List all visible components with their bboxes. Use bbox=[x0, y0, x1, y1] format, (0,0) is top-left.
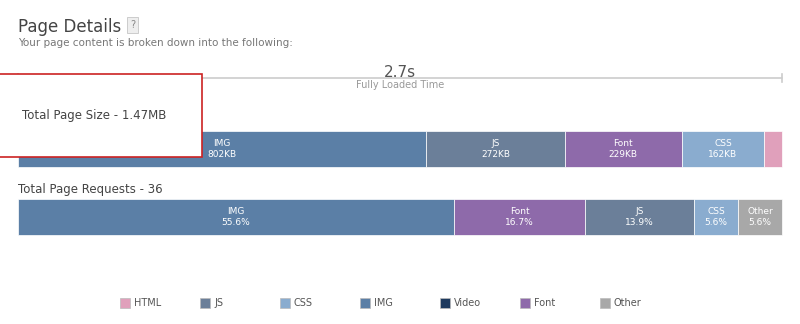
Text: Font
229KB: Font 229KB bbox=[609, 139, 638, 159]
Text: CSS
162KB: CSS 162KB bbox=[708, 139, 738, 159]
Bar bbox=[682, 131, 764, 167]
Text: Font
16.7%: Font 16.7% bbox=[506, 207, 534, 227]
Text: Page Details: Page Details bbox=[18, 18, 122, 36]
Text: IMG: IMG bbox=[374, 298, 393, 308]
Bar bbox=[200, 298, 210, 308]
Bar bbox=[280, 298, 290, 308]
Bar bbox=[764, 131, 782, 167]
Text: JS: JS bbox=[214, 298, 223, 308]
Text: Font: Font bbox=[534, 298, 555, 308]
Bar bbox=[738, 199, 782, 235]
Text: IMG
55.6%: IMG 55.6% bbox=[222, 207, 250, 227]
Text: HTML: HTML bbox=[134, 298, 162, 308]
Bar bbox=[585, 199, 694, 235]
Bar bbox=[565, 131, 682, 167]
Text: CSS: CSS bbox=[294, 298, 313, 308]
Bar bbox=[426, 131, 565, 167]
Text: Total Page Requests - 36: Total Page Requests - 36 bbox=[18, 183, 162, 196]
Text: Your page content is broken down into the following:: Your page content is broken down into th… bbox=[18, 38, 293, 48]
Text: JS
272KB: JS 272KB bbox=[482, 139, 510, 159]
Text: CSS
5.6%: CSS 5.6% bbox=[705, 207, 728, 227]
Bar bbox=[360, 298, 370, 308]
Text: Other: Other bbox=[614, 298, 642, 308]
Text: Fully Loaded Time: Fully Loaded Time bbox=[356, 80, 444, 90]
Bar bbox=[18, 199, 454, 235]
Text: Other
5.6%: Other 5.6% bbox=[747, 207, 773, 227]
Text: Video: Video bbox=[454, 298, 481, 308]
Text: ?: ? bbox=[130, 20, 135, 30]
Bar bbox=[454, 199, 585, 235]
Text: Total Page Size - 1.47MB: Total Page Size - 1.47MB bbox=[22, 109, 166, 122]
Bar bbox=[520, 298, 530, 308]
Text: 2.7s: 2.7s bbox=[384, 65, 416, 80]
Bar bbox=[18, 131, 426, 167]
Bar bbox=[694, 199, 738, 235]
Bar bbox=[120, 298, 130, 308]
Bar bbox=[440, 298, 450, 308]
Text: IMG
802KB: IMG 802KB bbox=[208, 139, 237, 159]
Text: JS
13.9%: JS 13.9% bbox=[626, 207, 654, 227]
Bar bbox=[600, 298, 610, 308]
